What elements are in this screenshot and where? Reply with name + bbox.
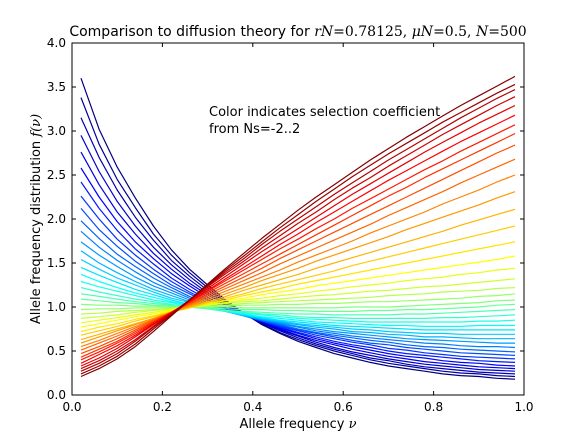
axis-ticks: 0.0 0.2 0.4 0.6 0.8 1.0 0.0 0.5 1.0 1.5 2.0 2.5 3.0 3… — [47, 36, 534, 414]
series-line-29 — [80, 191, 516, 344]
title-text: Comparison to diffusion theory for rN=0.… — [69, 24, 526, 40]
series-line-4 — [80, 151, 516, 370]
series-line-26 — [80, 241, 516, 333]
series-line-36 — [80, 104, 516, 367]
series-line-32 — [80, 144, 516, 355]
series-line-5 — [80, 167, 516, 367]
series-line-24 — [80, 267, 516, 324]
chart-title: Comparison to diffusion theory for rN=0.… — [69, 24, 526, 40]
series-line-34 — [80, 124, 516, 361]
series-line-30 — [80, 174, 516, 348]
series-line-17 — [80, 287, 516, 319]
series-line-25 — [80, 255, 516, 328]
series-line-3 — [80, 135, 516, 372]
annotation-line-1: from Ns=-2..2 — [209, 122, 300, 137]
x-axis-label: Allele frequency ν — [239, 417, 356, 432]
series-line-31 — [80, 158, 516, 351]
series-line-18 — [80, 293, 516, 316]
y-tick-label: 0.5 — [47, 344, 66, 358]
x-tick-label: 0.8 — [424, 400, 443, 414]
color-annotation: Color indicates selection coefficient fro… — [209, 105, 440, 137]
series-line-0 — [80, 77, 516, 380]
series-line-22 — [80, 287, 516, 315]
y-tick-label: 2.5 — [47, 168, 66, 182]
x-tick-label: 0.4 — [243, 400, 262, 414]
series-line-19 — [80, 298, 516, 312]
annotation-line-0: Color indicates selection coefficient — [209, 105, 440, 120]
x-tick-label: 1.0 — [514, 400, 533, 414]
series-line-13 — [80, 258, 515, 335]
y-label-text: Allele frequency distribution f(ν) — [29, 114, 44, 324]
series-line-38 — [80, 89, 516, 372]
series-line-21 — [80, 293, 516, 311]
y-axis-label: Allele frequency distribution f(ν) — [29, 114, 44, 324]
series-line-2 — [80, 117, 516, 375]
series-line-16 — [80, 280, 516, 323]
series-line-6 — [80, 181, 516, 363]
series-line-15 — [80, 273, 515, 327]
series-line-14 — [80, 266, 515, 331]
series-line-37 — [80, 96, 516, 370]
y-tick-label: 3.5 — [47, 80, 66, 94]
series-line-33 — [80, 133, 516, 358]
y-tick-label: 1.5 — [47, 256, 66, 270]
x-tick-label: 0.2 — [153, 400, 172, 414]
series-line-27 — [80, 225, 516, 336]
series-line-8 — [80, 208, 516, 356]
y-tick-label: 1.0 — [47, 300, 66, 314]
series-line-23 — [80, 278, 516, 319]
series-line-35 — [80, 114, 516, 364]
series-line-39 — [80, 83, 516, 375]
y-tick-label: 0.0 — [47, 388, 66, 402]
series-line-12 — [80, 250, 515, 340]
series-line-20 — [80, 299, 516, 309]
series-line-1 — [80, 97, 516, 378]
y-tick-label: 2.0 — [47, 212, 66, 226]
series-line-10 — [80, 230, 516, 349]
y-tick-label: 4.0 — [47, 36, 66, 50]
series-lines — [80, 75, 516, 380]
series-line-11 — [80, 241, 515, 344]
x-label-text: Allele frequency ν — [239, 417, 356, 432]
y-tick-label: 3.0 — [47, 124, 66, 138]
series-line-40 — [80, 75, 516, 378]
x-tick-label: 0.6 — [334, 400, 353, 414]
series-line-7 — [80, 195, 516, 360]
x-tick-label: 0.0 — [62, 400, 81, 414]
series-line-9 — [80, 220, 516, 353]
